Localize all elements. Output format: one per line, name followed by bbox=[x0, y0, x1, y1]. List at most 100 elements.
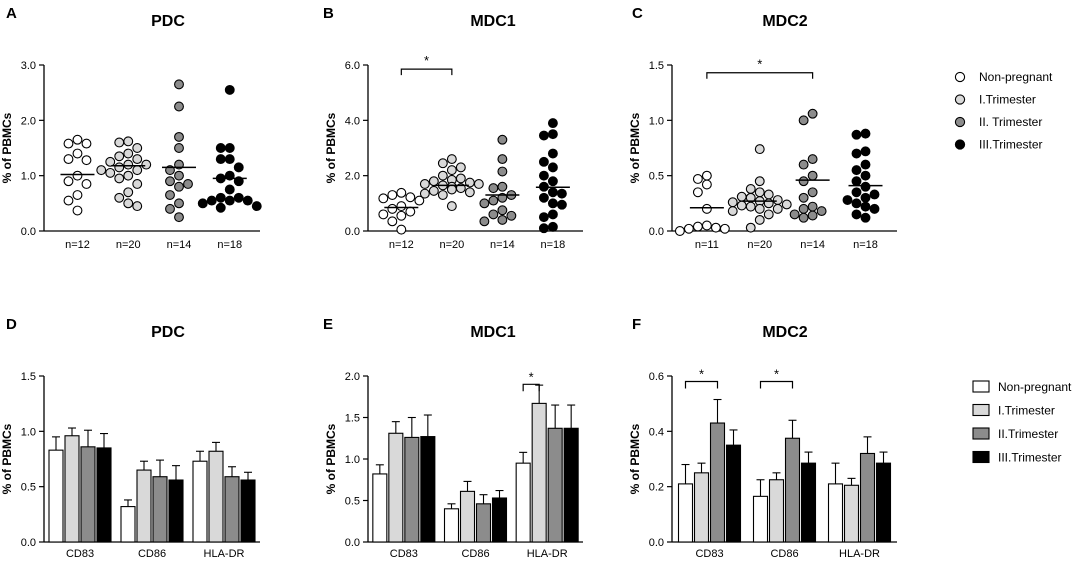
bar bbox=[800, 462, 817, 543]
y-tick-label: 1.5 bbox=[649, 60, 664, 72]
data-point bbox=[798, 203, 809, 214]
series-iii-trimester bbox=[535, 118, 570, 234]
data-point bbox=[556, 188, 567, 199]
data-point bbox=[114, 192, 125, 203]
data-point bbox=[114, 137, 125, 148]
data-point bbox=[736, 191, 747, 202]
legend-label: III.Trimester bbox=[998, 451, 1062, 465]
y-tick-label: 0.6 bbox=[649, 371, 664, 383]
data-point bbox=[174, 143, 184, 153]
data-point bbox=[224, 154, 235, 165]
y-tick-label: 1.5 bbox=[21, 371, 36, 383]
data-point bbox=[807, 201, 818, 212]
y-tick-label: 0.0 bbox=[21, 537, 36, 549]
data-point bbox=[807, 210, 818, 221]
y-axis-label: % of PBMCs bbox=[628, 423, 642, 494]
data-point bbox=[538, 212, 549, 223]
data-point bbox=[683, 223, 694, 234]
data-point bbox=[851, 176, 862, 187]
data-point bbox=[674, 226, 685, 236]
y-tick-label: 0.4 bbox=[649, 426, 664, 438]
data-point bbox=[736, 200, 747, 211]
significance-star: * bbox=[529, 369, 534, 384]
series-i-trimester bbox=[419, 154, 484, 212]
data-point bbox=[132, 143, 143, 153]
series-non-pregnant bbox=[677, 462, 844, 543]
data-point bbox=[446, 154, 457, 165]
data-point bbox=[547, 209, 558, 220]
x-category-label: n=14 bbox=[167, 239, 192, 251]
data-point bbox=[105, 167, 116, 178]
data-point bbox=[63, 154, 74, 165]
data-point bbox=[754, 176, 765, 187]
legend-marker bbox=[954, 94, 966, 105]
panel-letter: D bbox=[6, 316, 17, 333]
y-tick-label: 2.0 bbox=[21, 115, 36, 127]
panel-letter: B bbox=[323, 5, 334, 22]
data-point bbox=[860, 170, 871, 181]
data-point bbox=[378, 193, 389, 204]
data-point bbox=[860, 146, 871, 157]
x-category-label: n=14 bbox=[490, 239, 515, 251]
data-point bbox=[488, 195, 499, 206]
data-point bbox=[378, 209, 389, 220]
data-point bbox=[497, 154, 508, 165]
legend-label: Non-pregnant bbox=[979, 70, 1053, 84]
x-category-label: n=18 bbox=[217, 239, 242, 251]
bar bbox=[459, 490, 476, 543]
x-category-label: n=20 bbox=[439, 239, 464, 251]
data-point bbox=[72, 205, 83, 216]
x-category-label: n=12 bbox=[389, 239, 414, 251]
data-point bbox=[114, 151, 125, 162]
data-point bbox=[798, 192, 809, 203]
y-tick-label: 4.0 bbox=[345, 115, 360, 127]
data-point bbox=[81, 179, 92, 189]
data-point bbox=[710, 222, 721, 233]
data-point bbox=[96, 165, 107, 176]
data-point bbox=[174, 79, 184, 90]
data-point bbox=[114, 173, 125, 184]
bar bbox=[224, 476, 240, 543]
x-category-label: HLA-DR bbox=[839, 548, 880, 560]
bar bbox=[725, 444, 742, 543]
data-point bbox=[701, 170, 712, 181]
data-point bbox=[506, 210, 517, 221]
series-non-pregnant bbox=[48, 436, 208, 543]
legend-label: I.Trimester bbox=[998, 404, 1055, 418]
panel-letter: F bbox=[632, 316, 641, 333]
x-category-label: n=20 bbox=[116, 239, 141, 251]
series-non-pregnant bbox=[372, 451, 531, 543]
bar bbox=[784, 437, 801, 543]
data-point bbox=[772, 195, 783, 205]
data-point bbox=[692, 174, 703, 184]
data-point bbox=[497, 205, 508, 216]
data-point bbox=[497, 134, 508, 145]
data-point bbox=[798, 159, 809, 170]
data-point bbox=[63, 195, 74, 206]
bar bbox=[404, 436, 420, 543]
panel-A: 0.0 1.0 2.0 3.0 % of PBMCs PDC An=12 n=20 n=14 n=… bbox=[0, 5, 262, 251]
data-point bbox=[215, 192, 226, 203]
data-point bbox=[754, 144, 765, 155]
data-point bbox=[860, 201, 871, 212]
data-point bbox=[174, 198, 184, 209]
x-category-label: n=18 bbox=[853, 239, 878, 251]
legend-swatch bbox=[972, 380, 990, 393]
legend-label: Non-pregnant bbox=[998, 380, 1072, 394]
data-point bbox=[798, 212, 809, 223]
data-point bbox=[473, 179, 484, 189]
legend-bottom: Non-pregnant I.Trimester II.Trimester III.T… bbox=[972, 380, 1072, 465]
y-tick-label: 1.0 bbox=[649, 115, 664, 127]
data-point bbox=[538, 130, 549, 141]
bar bbox=[136, 469, 152, 543]
series-i-trimester bbox=[96, 136, 152, 212]
series-iii-trimester bbox=[197, 84, 262, 213]
data-point bbox=[215, 154, 226, 165]
x-category-label: n=11 bbox=[695, 239, 719, 251]
bar bbox=[547, 427, 563, 543]
data-point bbox=[851, 209, 862, 220]
data-point bbox=[174, 131, 184, 142]
data-point bbox=[132, 179, 143, 189]
data-point bbox=[215, 143, 226, 153]
data-point bbox=[869, 189, 880, 200]
